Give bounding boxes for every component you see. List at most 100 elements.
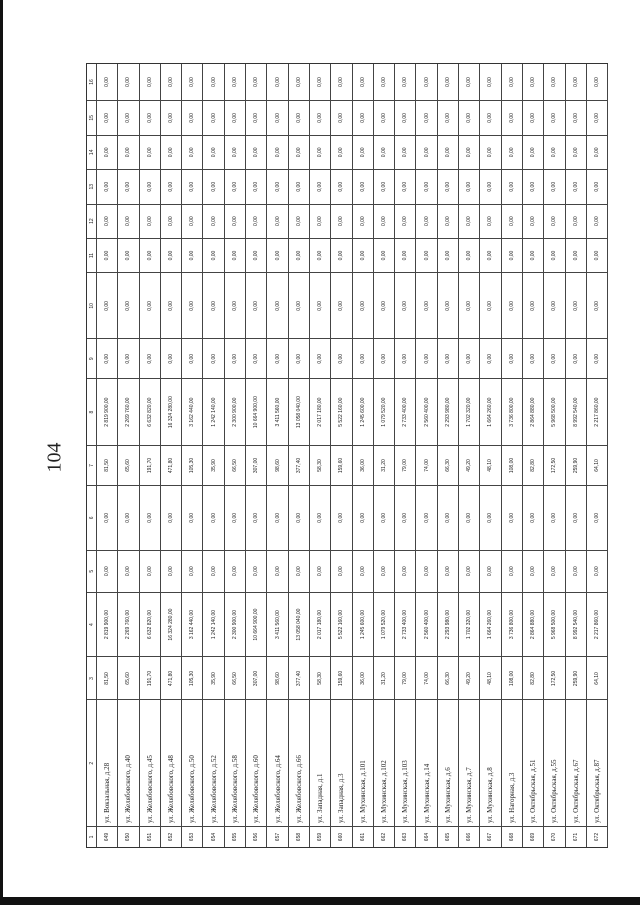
cell-value: 0,00 [224,549,246,592]
cell-value: 79,00 [395,445,416,485]
address-cell: ул. Мухинская, д.102 [373,699,395,827]
table-row: 667 ул. Мухинская, д.8 48,10 1 664 260,00 0,… [480,64,502,847]
cell-value: 0,00 [544,272,565,339]
cell-value: 0,00 [416,134,437,169]
cell-value: 259,90 [565,445,586,485]
cell-value: 0,00 [395,99,416,135]
cell-value: 0,00 [203,272,224,339]
cell-value: 0,00 [459,272,480,339]
cell-value: 0,00 [139,484,160,550]
column-header: 2 [87,699,96,827]
cell-value: 3 162 440,00 [182,591,203,657]
cell-value: 2 017 180,00 [309,378,331,446]
cell-value: 0,00 [437,272,459,339]
cell-value: 35,90 [203,656,224,700]
cell-value: 0,00 [544,134,565,169]
cell-value: 0,00 [288,272,309,339]
table-row: 671 ул. Октябрьская, д.67 259,90 8 992 540,… [565,64,587,847]
address-cell: ул. Октябрьская, д.87 [586,699,608,827]
cell-value: 0,00 [416,203,437,238]
cell-value: 0,00 [572,77,579,87]
cell-value: 0,00 [203,99,224,135]
column-header: 9 [87,338,96,379]
table-row: 651 ул. Желябовского, д.45 191,70 6 632 820… [139,64,161,847]
cell-value: 0,00 [381,77,387,87]
row-number: 663 [395,826,416,847]
table-row: 668 ул. Нагорная, д.3 108,00 3 736 800,00 0,… [501,64,523,847]
cell-value: 377,40 [288,656,309,700]
cell-value: 0,00 [139,237,160,273]
cell-value: 64,10 [586,656,608,700]
cell-value: 0,00 [182,203,203,238]
cell-value: 0,00 [246,134,267,169]
cell-value: 0,00 [352,272,373,339]
cell-value: 2 300 900,00 [224,378,246,446]
cell-value: 0,00 [118,338,139,379]
cell-value: 2 864 880,00 [522,378,544,446]
column-header: 15 [87,99,96,135]
cell-value: 0,00 [352,134,373,169]
column-header: 1 [87,826,96,847]
table-row: 655 ул. Желябовского, д.58 66,50 2 300 900,… [224,64,247,847]
cell-value: 0,00 [487,77,494,87]
cell-value: 0,00 [459,484,480,550]
cell-value: 0,00 [331,549,352,592]
cell-value: 8 992 540,00 [565,378,586,446]
cell-value: 0,00 [565,99,586,135]
cell-value: 0,00 [203,549,224,592]
cell-value: 0,00 [395,237,416,273]
cell-value: 0,00 [565,484,586,550]
row-number: 656 [246,826,267,847]
address-cell: ул. Мухинская, д.8 [480,699,501,827]
column-header: 3 [87,656,96,700]
row-number: 670 [544,826,565,847]
cell-value: 0,00 [565,338,586,379]
cell-value: 0,00 [565,134,586,169]
table-row: 659 ул. Западная, д.1 58,30 2 017 180,00 0,0… [309,64,332,847]
cell-value: 0,00 [210,77,217,87]
cell-value: 1 702 320,00 [459,591,480,657]
cell-value: 2 560 400,00 [416,378,437,446]
cell-value: 0,00 [267,484,288,550]
column-header: 7 [87,445,96,485]
cell-value: 35,90 [203,445,224,485]
cell-value: 1 079 520,00 [373,591,395,657]
cell-value: 0,00 [160,549,182,592]
column-header: 12 [87,203,96,238]
cell-value: 0,00 [224,237,246,273]
address-cell: ул. Желябовского, д.60 [246,699,267,827]
address-cell: ул. Желябовского, д.50 [182,699,203,827]
cell-value: 0,00 [267,549,288,592]
cell-value: 0,00 [203,134,224,169]
cell-value: 0,00 [480,272,501,339]
cell-value: 108,00 [501,445,522,485]
cell-value: 0,00 [139,203,160,238]
cell-value: 0,00 [182,237,203,273]
cell-value: 0,00 [118,549,139,592]
cell-value: 31,20 [373,445,395,485]
cell-value: 0,00 [352,203,373,238]
cell-value: 2 269 760,00 [118,591,139,657]
cell-value: 64,10 [586,445,608,485]
column-header: 10 [87,272,96,339]
cell-value: 0,00 [437,134,459,169]
cell-value: 0,00 [182,549,203,592]
cell-value: 0,00 [231,77,238,87]
cell-value: 0,00 [309,99,331,135]
table-row: 662 ул. Мухинская, д.102 31,20 1 079 520,00… [373,64,396,847]
cell-value: 0,00 [309,168,331,204]
cell-value: 0,00 [373,549,395,592]
cell-value: 2 819 900,00 [97,591,118,657]
cell-value: 0,00 [373,134,395,169]
cell-value: 0,00 [182,338,203,379]
address-cell: ул. Желябовского, д.48 [160,699,182,827]
cell-value: 1 245 600,00 [352,378,373,446]
cell-value: 0,00 [224,99,246,135]
cell-value: 3 411 560,00 [267,591,288,657]
cell-value: 471,80 [160,656,182,700]
cell-value: 0,00 [565,237,586,273]
address-cell: ул. Желябовского, д.64 [267,699,288,827]
cell-value: 49,20 [459,656,480,700]
cell-value: 2 293 980,00 [437,378,459,446]
row-number: 662 [373,826,395,847]
